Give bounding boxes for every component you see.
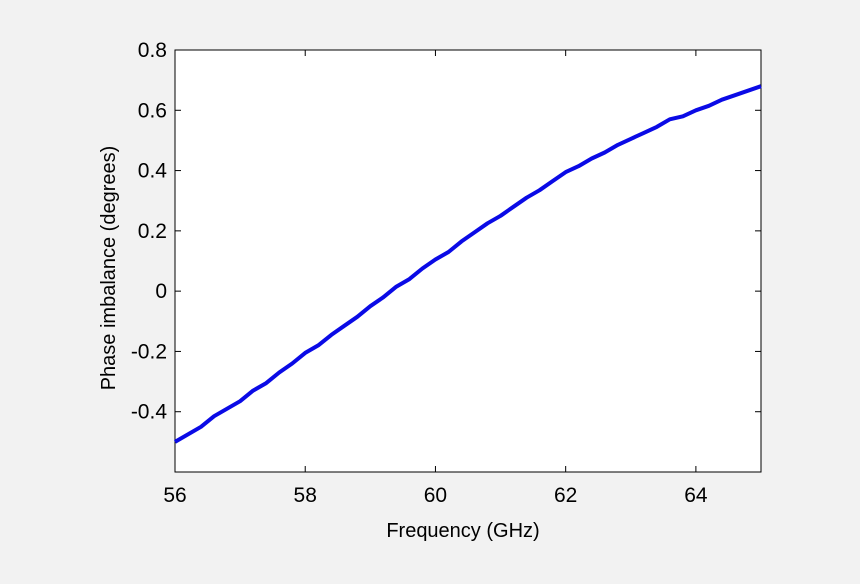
y-tick-label: -0.4 xyxy=(131,401,168,424)
x-tick-label: 64 xyxy=(684,484,708,507)
x-tick-labels: 56 58 60 62 64 xyxy=(163,484,708,507)
y-axis-title: Phase imbalance (degrees) xyxy=(98,146,120,391)
y-tick-label: 0.2 xyxy=(138,220,167,243)
series-layer xyxy=(173,84,762,444)
x-axis-title: Frequency (GHz) xyxy=(386,520,539,542)
axis-ticks xyxy=(174,49,761,472)
x-tick-label: 60 xyxy=(424,484,447,507)
y-tick-label: 0.8 xyxy=(138,39,167,62)
y-tick-label: 0 xyxy=(155,280,167,303)
x-tick-label: 58 xyxy=(294,484,317,507)
plot-area xyxy=(174,49,762,473)
y-tick-label: -0.2 xyxy=(131,340,167,363)
y-tick-label: 0.4 xyxy=(138,160,168,183)
series-line xyxy=(173,84,762,444)
x-tick-label: 56 xyxy=(163,484,186,507)
x-tick-label: 62 xyxy=(554,484,577,507)
y-tick-labels: -0.4 -0.2 0 0.2 0.4 0.6 0.8 xyxy=(131,39,168,424)
y-tick-label: 0.6 xyxy=(138,99,167,122)
